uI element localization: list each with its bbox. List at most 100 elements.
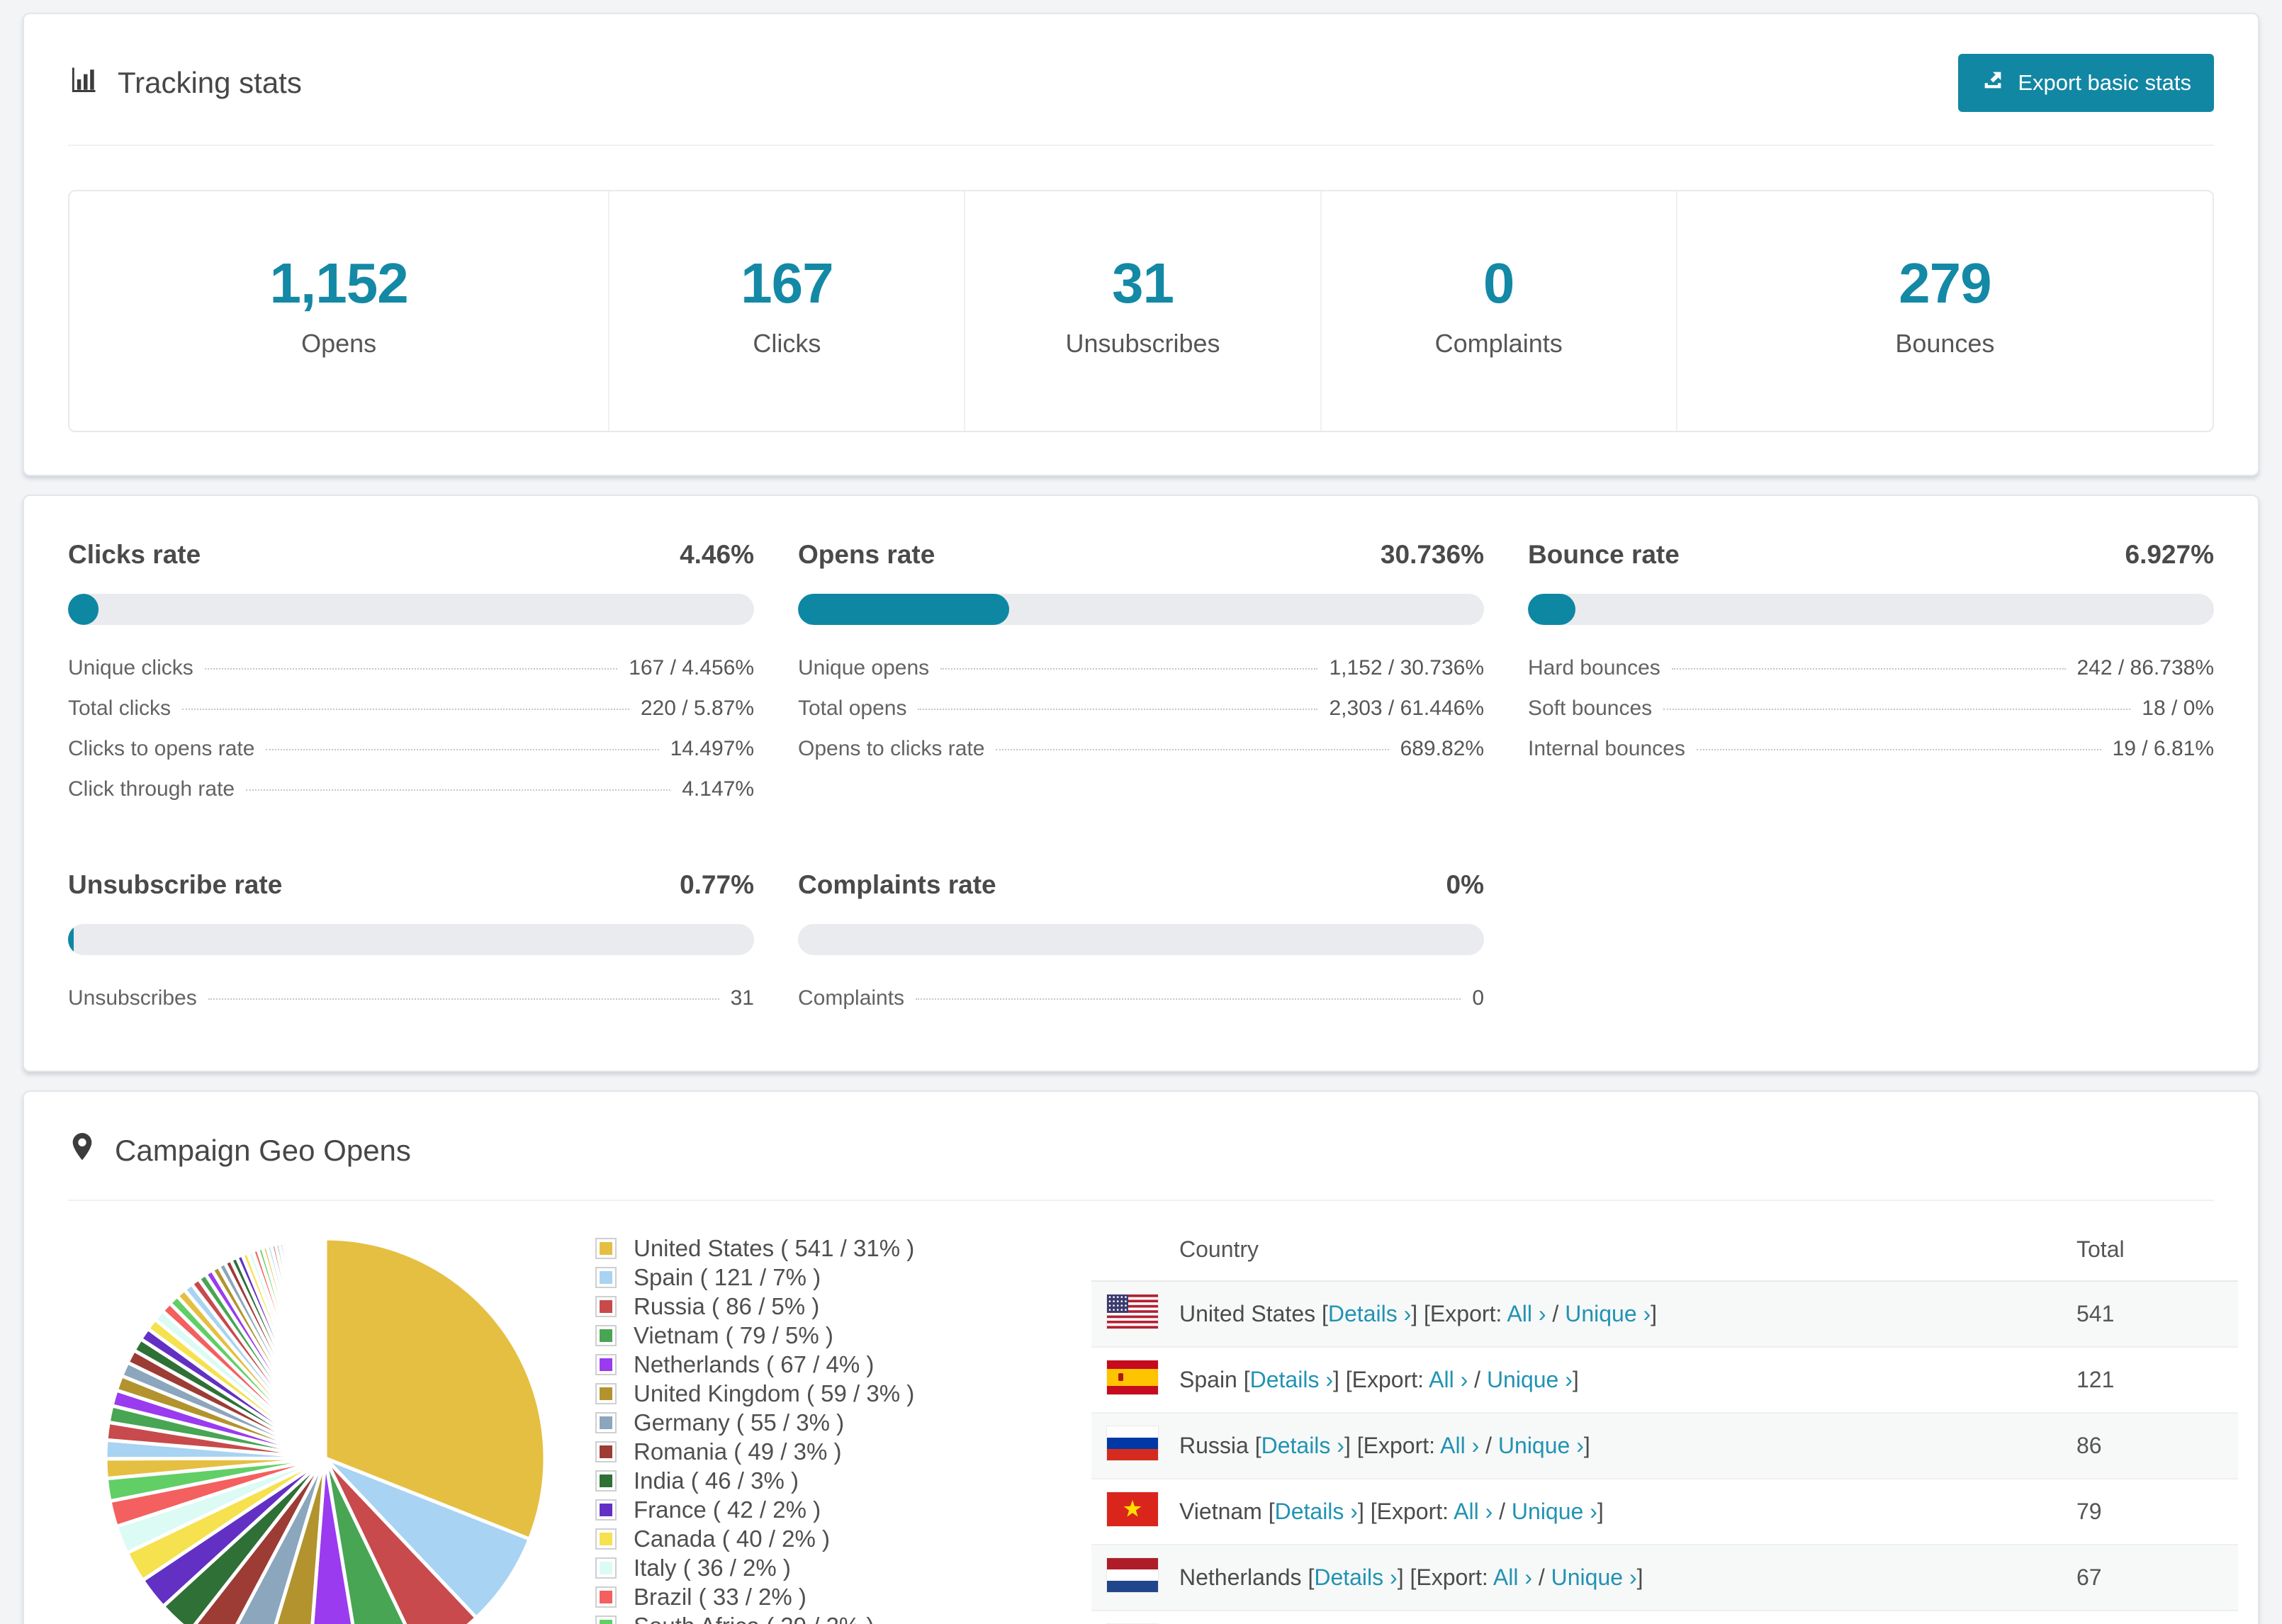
legend-item: Italy ( 36 / 2% ) (595, 1553, 1091, 1582)
rate-title: Clicks rate (68, 540, 201, 569)
dotted-leader (246, 789, 671, 791)
summary-stats-row: 1,152 Opens 167 Clicks 31 Unsubscribes 0 Compla… (68, 190, 2214, 432)
rate-detail-row: Internal bounces 19 / 6.81% (1528, 737, 2214, 760)
rate-detail-row: Opens to clicks rate 689.82% (798, 737, 1484, 760)
legend-item: Germany ( 55 / 3% ) (595, 1408, 1091, 1437)
legend-label: Netherlands ( 67 / 4% ) (634, 1350, 875, 1377)
rate-progress-fill (68, 924, 74, 955)
export-unique-link[interactable]: Unique › (1497, 1433, 1584, 1458)
stat-cell-unsubscribes: 31 Unsubscribes (964, 191, 1320, 431)
rate-detail-row: Clicks to opens rate 14.497% (68, 737, 754, 760)
legend-item: Spain ( 121 / 7% ) (595, 1263, 1091, 1292)
stat-cell-bounces: 279 Bounces (1675, 191, 2213, 431)
rates-grid: Clicks rate 4.46% Unique clicks 167 / 4.456… (24, 496, 2258, 1071)
details-link[interactable]: Details › (1327, 1301, 1412, 1326)
details-link[interactable]: Details › (1261, 1433, 1344, 1458)
stat-label: Opens (301, 329, 377, 358)
legend-item: Vietnam ( 79 / 5% ) (595, 1321, 1091, 1350)
es-flag-icon (1107, 1360, 1158, 1400)
rate-value: 6.927% (2125, 540, 2215, 569)
geo-table-header-country: Country (1179, 1236, 1259, 1262)
rate-value: 0.77% (680, 870, 754, 899)
legend-label: Brazil ( 33 / 2% ) (634, 1583, 806, 1610)
dotted-leader (182, 709, 629, 710)
export-unique-link[interactable]: Unique › (1565, 1301, 1651, 1326)
legend-item: Canada ( 40 / 2% ) (595, 1524, 1091, 1553)
rate-block-unsubscribe-rate: Unsubscribe rate 0.77% Unsubscribes 31 (68, 870, 754, 1027)
rate-detail-row: Total opens 2,303 / 61.446% (798, 697, 1484, 720)
geo-pie-chart (95, 1228, 556, 1624)
country-name: Vietnam [ (1179, 1499, 1275, 1524)
country-name: Spain [ (1179, 1367, 1250, 1392)
legend-label: Vietnam ( 79 / 5% ) (634, 1321, 833, 1348)
legend-item: India ( 46 / 3% ) (595, 1466, 1091, 1495)
legend-item: United States ( 541 / 31% ) (595, 1234, 1091, 1263)
rate-title: Bounce rate (1528, 540, 1680, 569)
country-total: 121 (2076, 1367, 2115, 1392)
details-link[interactable]: Details › (1249, 1367, 1333, 1392)
legend-swatch (595, 1237, 617, 1259)
vn-flag-icon (1107, 1492, 1158, 1532)
geo-table-row-netherlands: Netherlands [Details ›] [Export: All › /… (1091, 1545, 2238, 1611)
legend-label: United States ( 541 / 31% ) (634, 1234, 915, 1261)
header-divider (68, 145, 2214, 146)
country-total: 86 (2076, 1433, 2102, 1458)
details-link[interactable]: Details › (1314, 1564, 1398, 1590)
tracking-stats-title-text: Tracking stats (118, 66, 302, 99)
legend-swatch (595, 1382, 617, 1404)
export-unique-link[interactable]: Unique › (1551, 1564, 1637, 1590)
legend-swatch (595, 1440, 617, 1462)
rate-block-opens-rate: Opens rate 30.736% Unique opens 1,152 / 30.… (798, 540, 1484, 818)
stat-value: 167 (741, 252, 833, 315)
nl-flag-icon (1107, 1557, 1158, 1598)
stat-value: 279 (1899, 252, 1991, 315)
legend-item: Netherlands ( 67 / 4% ) (595, 1350, 1091, 1379)
rate-progress-track (798, 594, 1484, 625)
legend-label: Germany ( 55 / 3% ) (634, 1409, 845, 1436)
tracking-stats-header: Tracking stats Export basic stats (68, 54, 2214, 112)
export-basic-stats-button[interactable]: Export basic stats (1958, 54, 2214, 112)
export-all-link[interactable]: All › (1429, 1367, 1468, 1392)
dotted-leader (208, 998, 719, 1000)
geo-opens-title-text: Campaign Geo Opens (115, 1134, 411, 1167)
country-name-and-links: Netherlands [Details ›] [Export: All › /… (1179, 1564, 1643, 1590)
geo-header-divider (68, 1200, 2214, 1201)
stat-value: 0 (1483, 252, 1515, 315)
rate-value: 4.46% (680, 540, 754, 569)
rate-block-clicks-rate: Clicks rate 4.46% Unique clicks 167 / 4.456… (68, 540, 754, 818)
export-all-link[interactable]: All › (1507, 1301, 1546, 1326)
export-unique-link[interactable]: Unique › (1486, 1367, 1573, 1392)
stat-label: Unsubscribes (1065, 329, 1220, 358)
export-all-link[interactable]: All › (1440, 1433, 1480, 1458)
export-all-link[interactable]: All › (1454, 1499, 1493, 1524)
tracking-stats-panel: Tracking stats Export basic stats 1,152 O… (23, 13, 2259, 476)
rate-progress-fill (1528, 594, 1576, 625)
rate-block-bounce-rate: Bounce rate 6.927% Hard bounces 242 / 86.73… (1528, 540, 2214, 818)
geo-opens-panel: Campaign Geo Opens United States ( 541 /… (23, 1090, 2259, 1624)
legend-swatch (595, 1295, 617, 1317)
rate-detail-row: Soft bounces 18 / 0% (1528, 697, 2214, 720)
geo-table: Country Total United States [Details ›] … (1091, 1218, 2238, 1624)
legend-item: Romania ( 49 / 3% ) (595, 1437, 1091, 1466)
export-unique-link[interactable]: Unique › (1511, 1499, 1597, 1524)
rate-detail-row: Unique opens 1,152 / 30.736% (798, 656, 1484, 680)
country-name: Russia [ (1179, 1433, 1261, 1458)
legend-swatch (595, 1353, 617, 1375)
rate-detail-row: Total clicks 220 / 5.87% (68, 697, 754, 720)
legend-item: France ( 42 / 2% ) (595, 1495, 1091, 1524)
details-link[interactable]: Details › (1274, 1499, 1358, 1524)
legend-label: France ( 42 / 2% ) (634, 1496, 821, 1523)
geo-opens-header: Campaign Geo Opens (68, 1132, 2238, 1170)
country-total: 541 (2076, 1301, 2115, 1326)
country-name-and-links: Russia [Details ›] [Export: All › / Uniq… (1179, 1433, 1590, 1458)
country-name-and-links: Spain [Details ›] [Export: All › / Uniqu… (1179, 1367, 1579, 1392)
legend-item: South Africa ( 29 / 2% ) (595, 1611, 1091, 1624)
geo-pie-legend: United States ( 541 / 31% ) Spain ( 121 /… (595, 1234, 1091, 1624)
export-all-link[interactable]: All › (1493, 1564, 1532, 1590)
geo-content: United States ( 541 / 31% ) Spain ( 121 /… (68, 1218, 2238, 1624)
rate-progress-track (68, 924, 754, 955)
rate-detail-row: Click through rate 4.147% (68, 777, 754, 801)
geo-table-row-spain: Spain [Details ›] [Export: All › / Uniqu… (1091, 1348, 2238, 1414)
rate-title: Complaints rate (798, 870, 996, 899)
legend-label: United Kingdom ( 59 / 3% ) (634, 1380, 915, 1406)
